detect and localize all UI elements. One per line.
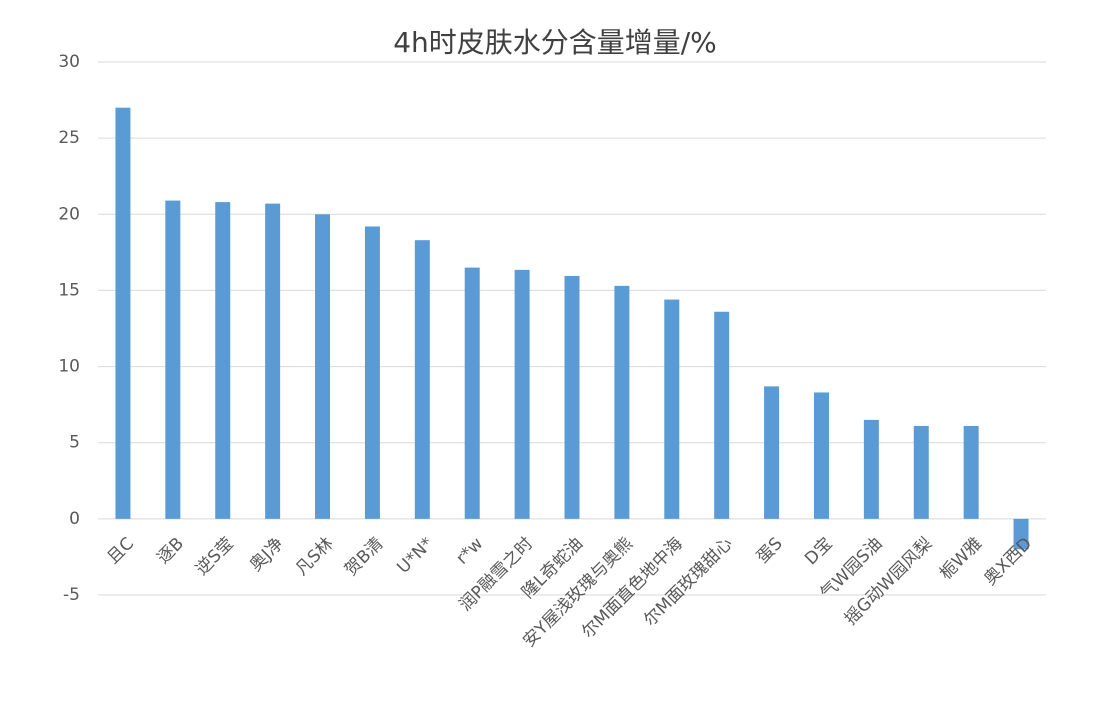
y-tick-label: -5	[63, 585, 80, 605]
y-tick-label: 25	[58, 128, 80, 148]
bar	[514, 269, 530, 519]
bar	[963, 425, 979, 519]
bar	[464, 267, 480, 519]
bar	[664, 299, 680, 519]
bar	[764, 386, 780, 519]
bar	[414, 240, 430, 519]
y-tick-label: 5	[69, 433, 80, 453]
y-tick-label: 20	[58, 204, 80, 224]
chart-title: 4h时皮肤水分含量增量/%	[393, 26, 717, 59]
bar	[115, 107, 131, 519]
bar	[913, 425, 929, 519]
bar	[863, 419, 879, 519]
y-tick-label: 10	[58, 357, 80, 377]
bar	[564, 275, 580, 519]
y-tick-label: 30	[58, 52, 80, 72]
bar	[1013, 518, 1029, 550]
y-tick-label: 0	[69, 509, 80, 529]
bar	[215, 202, 231, 519]
bar	[265, 203, 281, 519]
y-tick-label: 15	[58, 280, 80, 300]
bar	[364, 226, 380, 519]
bar	[165, 200, 181, 519]
bar	[714, 311, 730, 519]
bar	[614, 285, 630, 519]
bar	[813, 392, 829, 519]
bar	[315, 214, 331, 519]
